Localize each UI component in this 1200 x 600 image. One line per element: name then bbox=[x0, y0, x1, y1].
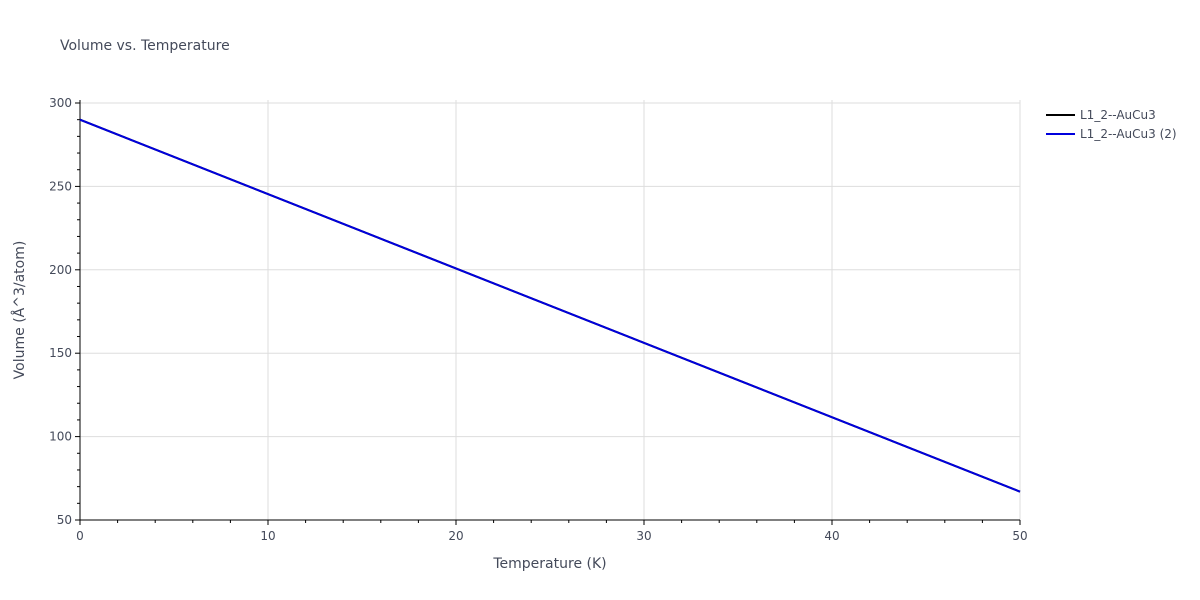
y-tick-label: 250 bbox=[49, 179, 72, 193]
legend-label: L1_2--AuCu3 (2) bbox=[1080, 127, 1177, 141]
series-line-2 bbox=[79, 118, 1021, 493]
x-tick-label: 40 bbox=[824, 529, 839, 543]
y-tick-label: 100 bbox=[49, 430, 72, 444]
x-tick-label: 30 bbox=[636, 529, 651, 543]
y-tick-label: 50 bbox=[57, 513, 72, 527]
y-axis-title: Volume (Å^3/atom) bbox=[11, 241, 28, 380]
y-tick-label: 200 bbox=[49, 263, 72, 277]
x-tick-label: 20 bbox=[448, 529, 463, 543]
x-tick-label: 50 bbox=[1012, 529, 1027, 543]
y-tick-label: 300 bbox=[49, 96, 72, 110]
x-tick-label: 10 bbox=[260, 529, 275, 543]
grid bbox=[80, 100, 1021, 520]
tick-labels: 0 10 20 30 40 50 50 100 150 200 250 300 bbox=[49, 96, 1028, 543]
chart-title: Volume vs. Temperature bbox=[60, 38, 230, 54]
y-tick-label: 150 bbox=[49, 346, 72, 360]
legend-label: L1_2--AuCu3 bbox=[1080, 108, 1156, 122]
legend[interactable]: L1_2--AuCu3 L1_2--AuCu3 (2) bbox=[1046, 108, 1177, 141]
x-tick-label: 0 bbox=[76, 529, 84, 543]
series-layer bbox=[79, 118, 1021, 493]
legend-item-2[interactable]: L1_2--AuCu3 (2) bbox=[1046, 127, 1177, 141]
axes bbox=[75, 100, 1021, 525]
x-axis-title: Temperature (K) bbox=[492, 556, 606, 572]
legend-item-1[interactable]: L1_2--AuCu3 bbox=[1046, 108, 1156, 122]
